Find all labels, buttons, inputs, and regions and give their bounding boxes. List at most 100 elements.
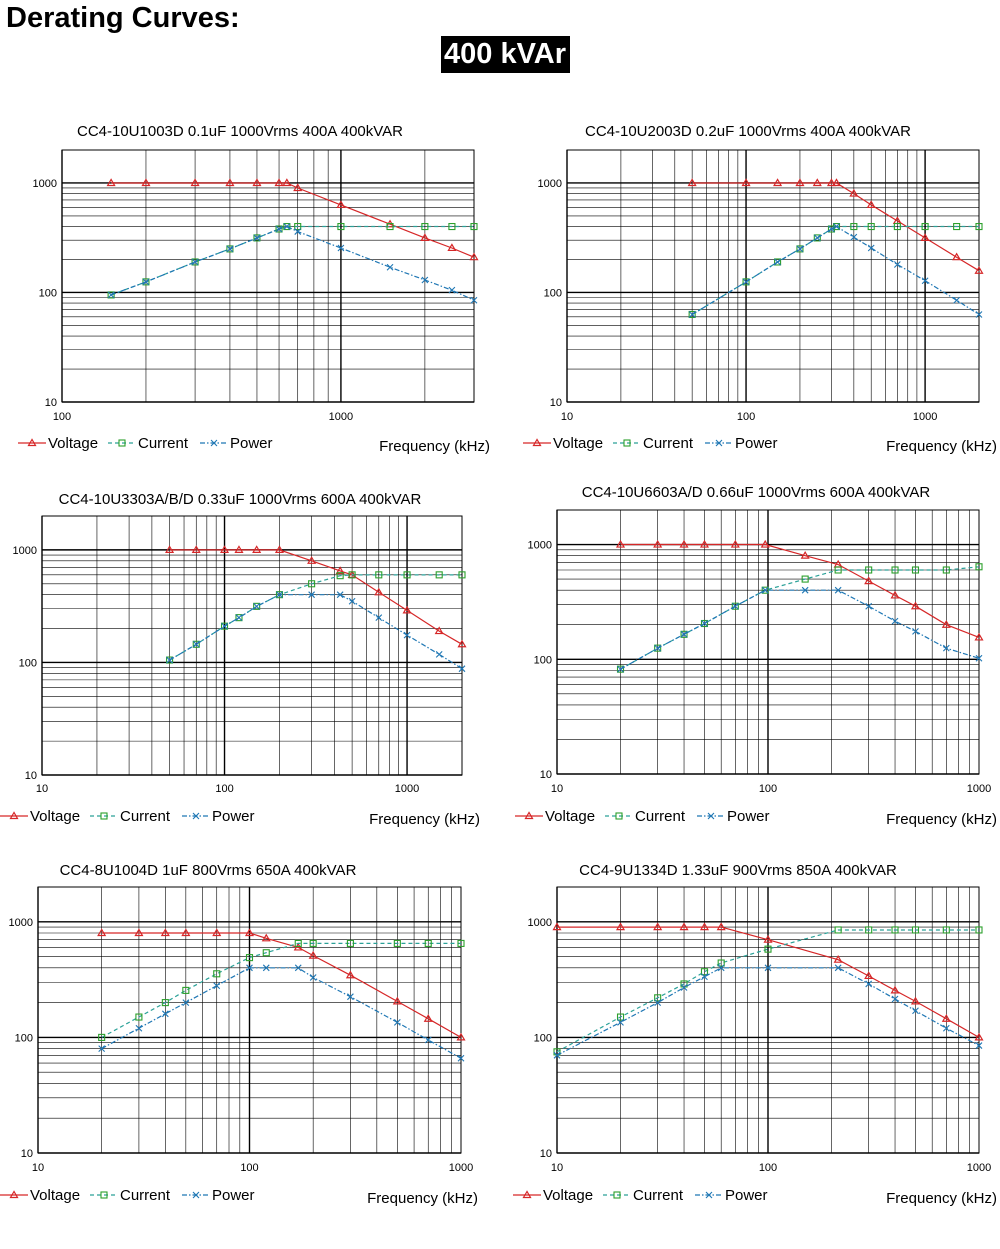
voltage-point-5 [716, 922, 726, 931]
voltage-point-6 [282, 178, 292, 187]
current-point-7 [336, 572, 344, 580]
grid-lines [37, 886, 461, 1154]
plot-area [61, 149, 475, 403]
power-point-10 [912, 627, 919, 635]
power-point-4 [813, 234, 821, 242]
current-point-0 [688, 310, 696, 319]
current-point-1 [616, 1013, 625, 1021]
voltage-point-6 [261, 933, 271, 942]
voltage-line [169, 549, 463, 645]
chart-title: CC4-9U1334D 1.33uF 900Vrms 850A 400kVAR [579, 862, 897, 879]
power-point-3 [680, 984, 688, 991]
voltage-point-2 [219, 545, 230, 553]
y-tick-label: 100 [534, 1032, 552, 1044]
current-point-10 [421, 222, 429, 231]
current-point-2 [220, 622, 229, 630]
current-point-4 [213, 970, 221, 978]
voltage-point-2 [190, 178, 200, 187]
x-axis-label: Frequency (kHz) [369, 811, 480, 828]
current-point-4 [813, 234, 821, 242]
current-point-4 [253, 234, 261, 242]
power-point-legend [192, 812, 200, 820]
power-point-9 [893, 261, 901, 268]
power-point-legend [707, 812, 715, 820]
power-point-8 [348, 597, 356, 605]
power-point-4 [701, 973, 708, 981]
voltage-point-5 [760, 539, 770, 548]
voltage-point-7 [335, 566, 345, 575]
current-point-9 [386, 222, 394, 231]
voltage-point-0 [106, 178, 116, 187]
current-point-3 [235, 614, 243, 622]
y-tick-label: 100 [39, 287, 57, 299]
power-point-6 [764, 964, 772, 972]
current-point-9 [891, 566, 899, 574]
power-point-5 [761, 586, 769, 594]
current-point-5 [245, 954, 254, 962]
power-point-2 [774, 258, 781, 266]
current-point-legend [118, 439, 126, 447]
power-point-12 [975, 654, 983, 662]
current-line [556, 929, 979, 1053]
current-point-0 [166, 656, 174, 664]
power-point-8 [865, 980, 873, 988]
power-point-10 [403, 631, 411, 639]
x-tick-label: 1000 [967, 783, 991, 795]
voltage-point-10 [402, 605, 412, 614]
power-point-12 [458, 665, 466, 673]
x-tick-label: 10 [32, 1162, 44, 1174]
voltage-series [552, 922, 984, 1041]
power-point-11 [448, 286, 456, 294]
y-tick-label: 1000 [538, 178, 562, 190]
voltage-point-legend [522, 1190, 532, 1199]
power-point-2 [680, 630, 688, 638]
power-point-6 [833, 223, 840, 230]
current-point-9 [891, 926, 899, 934]
power-point-0 [166, 656, 173, 664]
x-tick-label: 100 [759, 783, 777, 795]
power-point-10 [393, 1018, 401, 1026]
current-point-2 [654, 994, 662, 1002]
legend: Voltage Current Power [513, 1187, 768, 1204]
voltage-point-4 [212, 928, 222, 937]
y-tick-label: 10 [25, 770, 37, 782]
legend: Voltage Current Power [0, 808, 255, 825]
voltage-point-12 [469, 252, 479, 261]
power-legend-label: Power [212, 808, 255, 825]
page-title: Derating Curves: [6, 2, 240, 34]
current-series [98, 939, 465, 1041]
voltage-legend-label: Voltage [545, 808, 595, 825]
current-legend-label: Current [138, 435, 189, 452]
power-series [617, 586, 983, 673]
voltage-point-1 [134, 928, 144, 937]
current-point-0 [616, 665, 625, 673]
power-point-9 [375, 614, 383, 622]
current-point-11 [942, 926, 950, 934]
current-point-legend [100, 812, 108, 820]
power-point-0 [107, 291, 115, 299]
current-point-5 [717, 959, 725, 967]
y-tick-label: 1000 [528, 540, 552, 552]
voltage-line [101, 932, 462, 1038]
power-point-11 [942, 644, 950, 652]
voltage-point-4 [812, 178, 822, 187]
voltage-point-3 [795, 178, 805, 187]
chart-panel-2: CC4-10U2003D 0.2uF 1000Vrms 400A 400kVAR… [523, 123, 997, 455]
voltage-point-9 [374, 587, 384, 596]
voltage-point-3 [679, 922, 689, 931]
voltage-point-7 [293, 183, 303, 192]
chart-title: CC4-10U3303A/B/D 0.33uF 1000Vrms 600A 40… [59, 491, 422, 508]
power-point-10 [921, 277, 929, 285]
y-tick-label: 100 [15, 1032, 33, 1044]
current-point-8 [348, 571, 356, 579]
power-point-3 [235, 614, 243, 622]
current-point-3 [226, 245, 234, 253]
power-legend-label: Power [727, 808, 770, 825]
power-point-7 [336, 591, 344, 599]
x-tick-label: 100 [53, 411, 71, 423]
grid-lines [61, 149, 475, 403]
power-legend-label: Power [230, 435, 273, 452]
voltage-point-3 [225, 178, 235, 187]
x-tick-label: 100 [240, 1162, 258, 1174]
x-tick-label: 1000 [913, 411, 937, 423]
